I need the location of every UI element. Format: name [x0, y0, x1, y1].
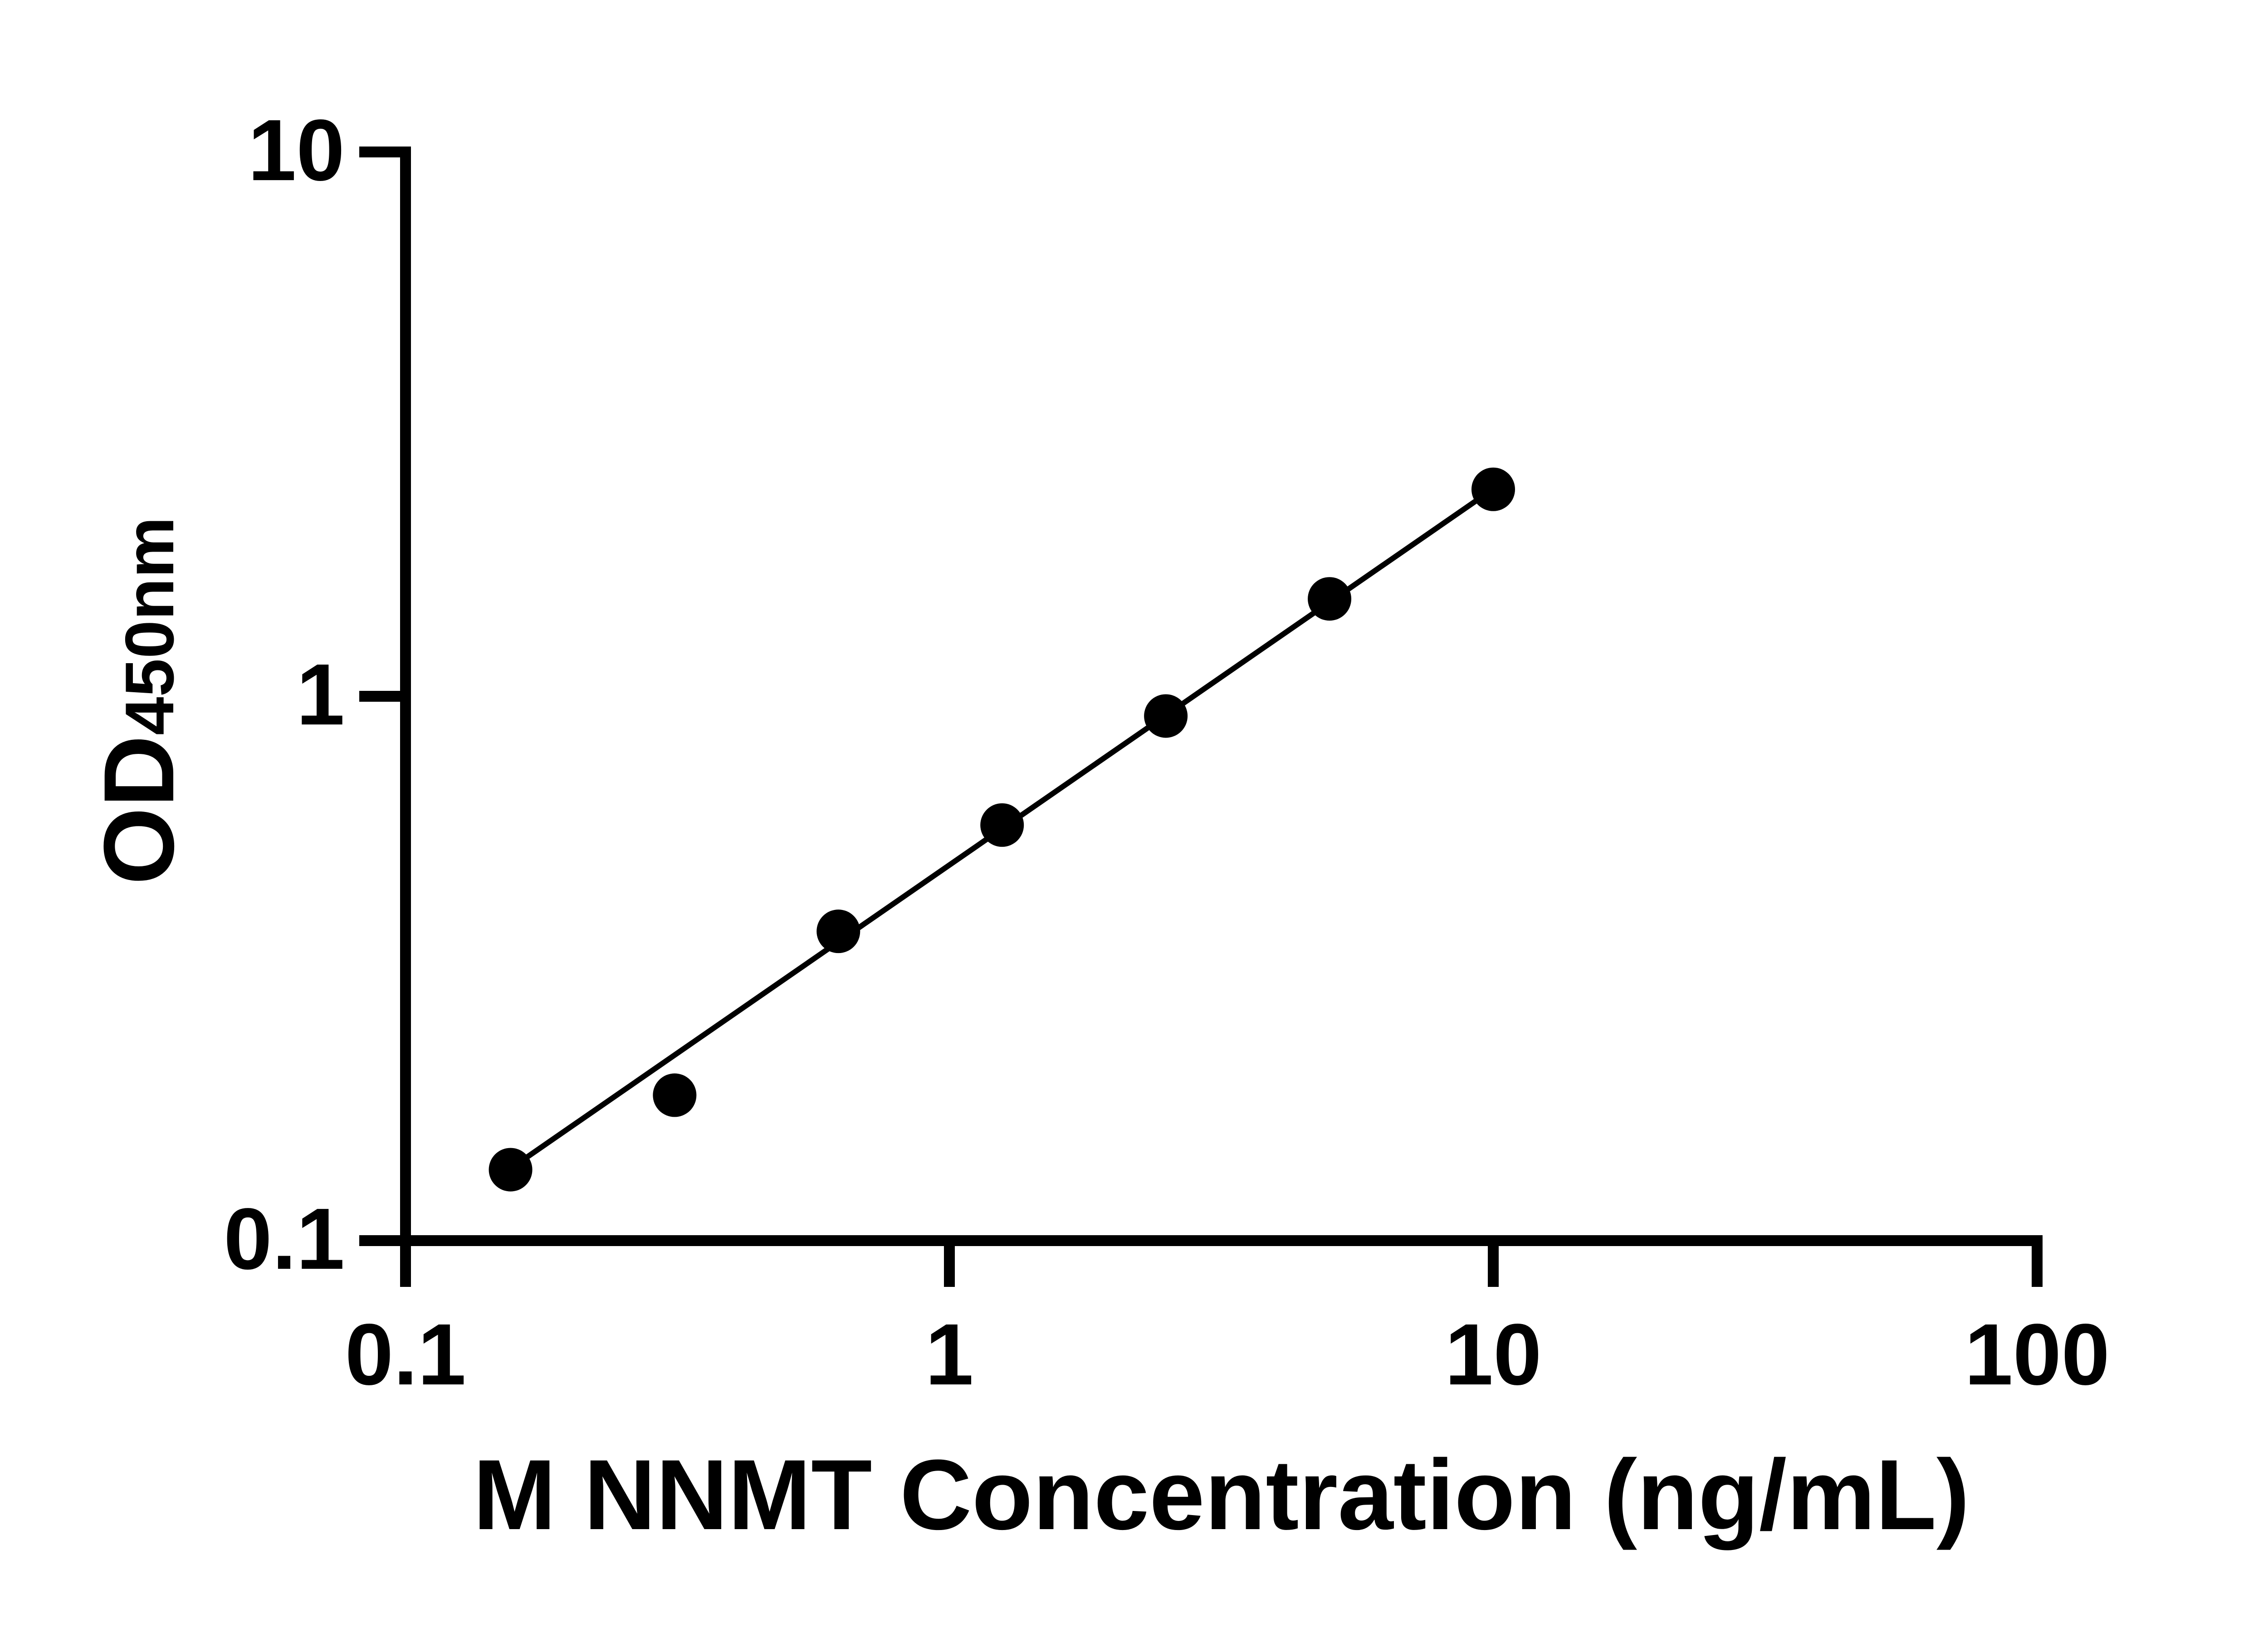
y-tick-label-0.1: 0.1	[224, 1190, 345, 1288]
x-tick-label-1: 1	[925, 1305, 974, 1403]
x-tick-label-0.1: 0.1	[345, 1305, 466, 1403]
y-tick-label-10: 10	[248, 101, 345, 199]
x-tick-label-100: 100	[1964, 1305, 2110, 1403]
data-point-3	[980, 803, 1024, 847]
y-axis-title-main: OD	[83, 735, 195, 885]
data-point-6	[1471, 467, 1515, 511]
data-point-5	[1308, 577, 1352, 621]
data-point-4	[1144, 694, 1188, 738]
x-axis-title: M NNMT Concentration (ng/mL)	[473, 1439, 1970, 1550]
y-axis-title: OD 450nm	[83, 517, 195, 885]
x-tick-label-10: 10	[1445, 1305, 1542, 1403]
data-point-0	[489, 1148, 533, 1192]
data-point-2	[816, 909, 860, 953]
y-axis-title-subscript: 450nm	[111, 517, 188, 735]
y-tick-label-1: 1	[296, 645, 345, 743]
data-point-1	[653, 1073, 697, 1117]
